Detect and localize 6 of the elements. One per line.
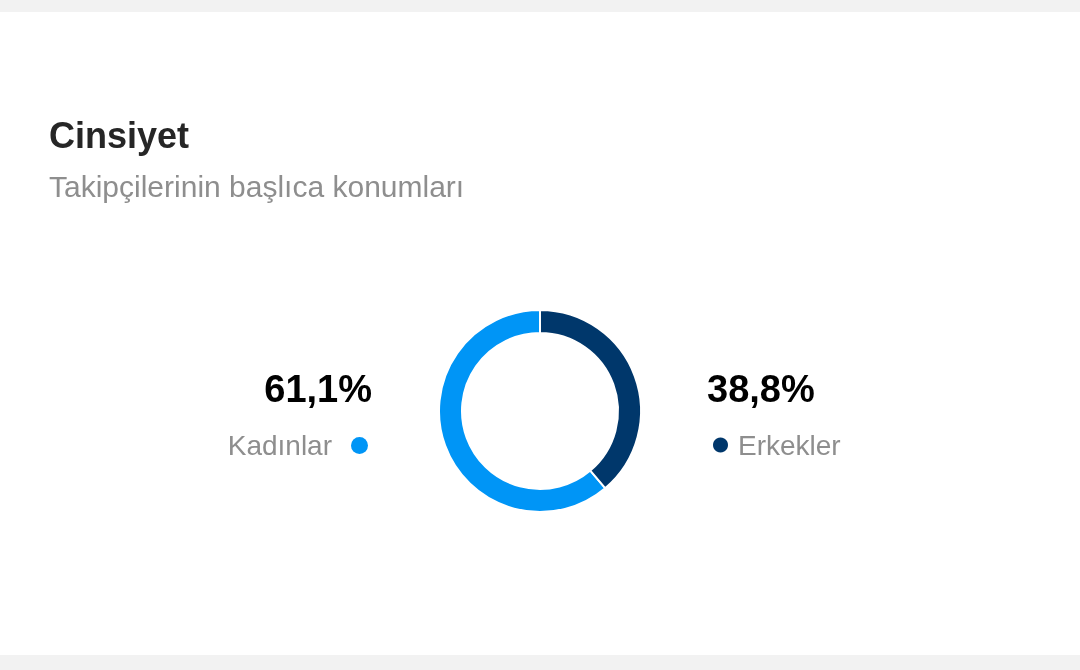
slice-label: Kadınlar bbox=[227, 429, 332, 461]
data-label: 61,1% bbox=[264, 368, 372, 410]
chart-title: Cinsiyet bbox=[49, 114, 190, 156]
data-label: 38,8% bbox=[707, 368, 815, 410]
legend-label: Erkekler bbox=[738, 429, 841, 461]
chart-subtitle: Takipçilerinin başlıca konumları bbox=[49, 169, 465, 203]
